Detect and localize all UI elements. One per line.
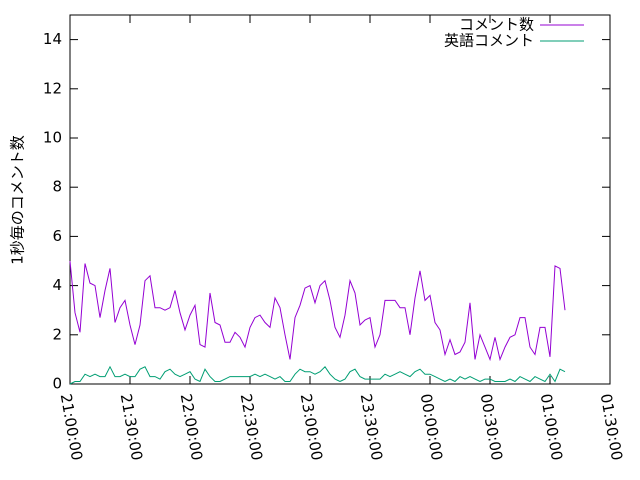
- x-tick-label: 01:00:00: [537, 392, 566, 461]
- y-tick-label: 8: [52, 178, 62, 196]
- y-tick-label: 2: [52, 325, 62, 343]
- x-tick-label: 21:30:00: [117, 392, 146, 461]
- x-tick-label: 23:30:00: [357, 392, 386, 461]
- x-tick-label: 22:00:00: [177, 392, 206, 461]
- x-tick-label: 22:30:00: [237, 392, 266, 461]
- legend-label: コメント数: [459, 16, 534, 34]
- series-line: [69, 365, 566, 385]
- x-tick-label: 23:00:00: [297, 392, 326, 461]
- plot-frame: [69, 14, 611, 385]
- y-axis-label: 1秒毎のコメント数: [9, 135, 27, 265]
- y-tick-label: 6: [52, 227, 62, 245]
- x-tick-label: 00:30:00: [477, 392, 506, 461]
- y-tick-label: 12: [43, 79, 62, 97]
- y-tick-label: 0: [52, 375, 62, 393]
- series-line: [69, 260, 566, 362]
- y-tick-label: 14: [43, 30, 62, 48]
- y-tick-label: 4: [52, 276, 62, 294]
- y-tick-label: 10: [43, 129, 62, 147]
- x-tick-label: 00:00:00: [417, 392, 446, 461]
- x-tick-label: 21:00:00: [57, 392, 86, 461]
- legend-label: 英語コメント: [444, 32, 534, 50]
- x-tick-label: 01:30:00: [597, 392, 626, 461]
